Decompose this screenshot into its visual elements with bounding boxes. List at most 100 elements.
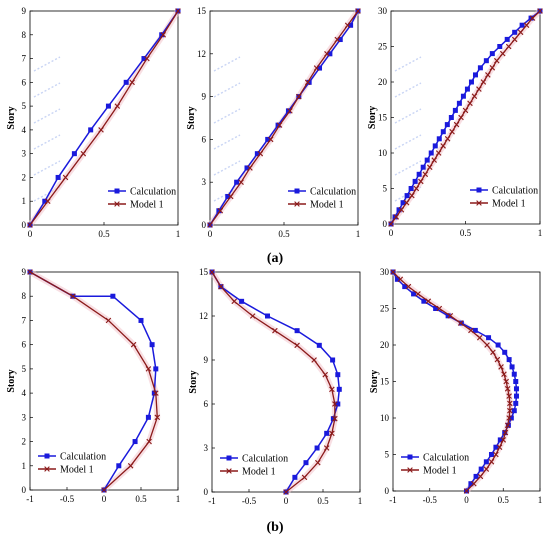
x-tick-label: 1 [356,229,361,239]
calculation-point [404,193,410,199]
model-1-point [144,55,150,62]
y-tick-label: 4 [22,125,27,135]
model-1-point [315,459,321,466]
y-tick-label: 9 [204,355,209,365]
model-1-point [431,157,437,163]
model-1-point [490,349,496,356]
model-1-point [463,488,470,494]
chart-a3: 0 5 10 15 20 25 30 0 0.5 1 Story Calculation Model 1 [367,6,543,238]
model-1-point [511,36,518,43]
legend-label: Model 1 [60,465,94,476]
model-1-point [322,371,329,378]
calculation-point [394,276,400,282]
model-1-point [449,128,455,135]
x-tick-label: -1 [26,494,34,504]
background-streak [33,134,61,150]
calculation-point [472,327,478,333]
background-streak [394,134,422,150]
model-1-point [529,15,536,21]
legend-marker [407,467,413,473]
calculation-point [254,151,260,157]
calculation-point [123,79,129,85]
model-1-point [435,150,442,156]
calculation-point [504,36,510,42]
legend-label: Calculation [130,187,176,198]
calculation-point [306,79,312,85]
y-tick-label: 25 [380,304,390,314]
model-1-point [506,393,512,399]
y-tick-label: 6 [22,340,27,350]
calculation-point [132,439,138,445]
calculation-point [424,157,430,163]
series-line-calculation [209,10,359,226]
x-tick-label: 0 [284,496,289,506]
y-tick-label: 0 [204,487,209,497]
y-tick-label: 12 [199,311,208,321]
model-1-point [501,371,507,377]
model-1-point [480,79,487,85]
y-tick-label: 0 [22,485,27,495]
model-1-point [101,487,107,493]
y-tick-label: 0 [202,220,207,230]
model-1-point [440,143,446,149]
y-tick-label: 2 [22,437,27,447]
y-tick-label: 6 [204,399,209,409]
y-tick-label: 10 [378,148,388,158]
calculation-point [275,122,281,128]
legend-label: Model 1 [310,200,344,211]
model-1-point [523,22,530,28]
x-tick-label: 0 [208,229,213,239]
y-tick-label: 10 [380,413,390,423]
model-1-point [27,269,33,275]
legend-marker [476,187,482,193]
model-1-point [405,283,412,290]
calculation-point [330,357,336,363]
model-1-point [311,357,317,363]
model-1-point [493,451,499,458]
calculation-point [468,79,474,85]
y-tick-label: 3 [202,177,207,187]
y-axis-title: Story [367,106,378,129]
model-1-point [70,293,76,300]
model-1-point [209,269,215,275]
calculation-point [513,393,519,399]
model-1-point [130,341,137,348]
background-streak [33,108,61,124]
calculation-point [464,86,470,92]
calculation-point [151,390,157,396]
model-1-point [489,65,496,71]
calculation-point [460,93,466,99]
model-1-point [146,438,152,445]
x-tick-label: -0.5 [242,496,257,506]
legend-label: Calculation [60,452,106,463]
x-tick-label: 0 [28,229,33,239]
model-1-point [485,72,491,78]
y-tick-label: 5 [22,101,27,111]
calculation-point [348,22,354,28]
y-tick-label: 30 [378,6,388,16]
y-tick-label: 7 [22,54,27,64]
model-1-point [415,291,421,297]
calculation-point [336,386,342,392]
y-tick-label: 1 [22,461,27,471]
model-1-point [503,378,509,385]
model-1-point [462,107,469,114]
calculation-point [493,444,499,450]
calculation-point [244,165,250,171]
background-streak [394,108,422,124]
legend-label: Calculation [242,454,288,465]
calculation-point [468,481,474,487]
calculation-point [316,342,322,348]
y-tick-label: 2 [22,172,27,182]
x-tick-label: -1 [208,496,216,506]
model-1-point [477,473,484,480]
background-streak [394,82,422,98]
model-1-point [502,429,509,436]
x-tick-label: 0.5 [317,496,329,506]
model-1-point [436,305,443,312]
x-tick-label: -1 [389,495,397,505]
x-tick-label: 1 [538,228,543,238]
model-1-point [323,445,330,451]
chart-b3: 0 5 10 15 20 25 30 -1 -0.5 0 0.5 1 Story Calculation M… [369,267,542,505]
